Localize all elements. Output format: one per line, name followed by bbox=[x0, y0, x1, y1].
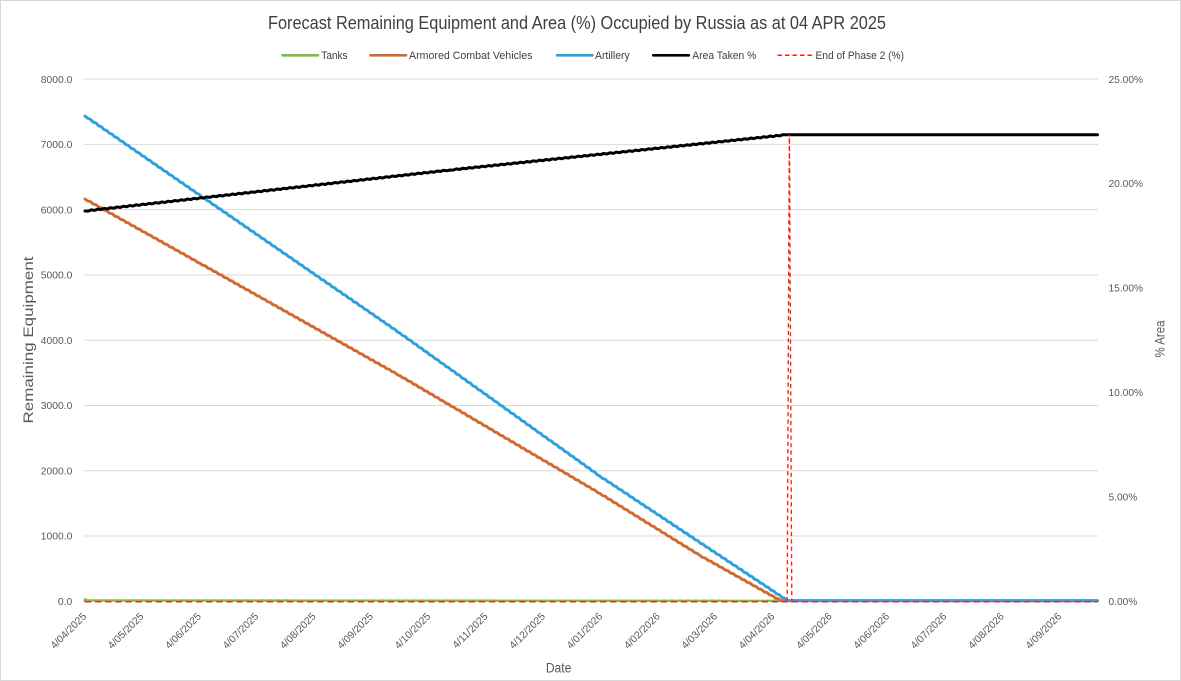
svg-text:3000.0: 3000.0 bbox=[41, 401, 73, 412]
svg-text:0.0: 0.0 bbox=[58, 597, 73, 608]
svg-text:8000.0: 8000.0 bbox=[41, 75, 73, 86]
svg-text:1000.0: 1000.0 bbox=[41, 532, 73, 543]
svg-text:15.00%: 15.00% bbox=[1109, 284, 1144, 295]
svg-text:Armored Combat Vehicles: Armored Combat Vehicles bbox=[409, 50, 533, 62]
svg-text:Artillery: Artillery bbox=[595, 50, 630, 62]
svg-text:5000.0: 5000.0 bbox=[41, 271, 73, 282]
svg-text:2000.0: 2000.0 bbox=[41, 466, 73, 477]
svg-text:Tanks: Tanks bbox=[321, 50, 348, 62]
svg-text:10.00%: 10.00% bbox=[1109, 388, 1144, 399]
svg-text:25.00%: 25.00% bbox=[1109, 75, 1144, 86]
svg-text:7000.0: 7000.0 bbox=[41, 140, 73, 151]
svg-text:Area Taken %: Area Taken % bbox=[692, 50, 756, 62]
svg-text:Date: Date bbox=[546, 660, 572, 676]
svg-text:20.00%: 20.00% bbox=[1109, 179, 1144, 190]
svg-text:6000.0: 6000.0 bbox=[41, 205, 73, 216]
svg-text:4000.0: 4000.0 bbox=[41, 336, 73, 347]
svg-text:End of Phase 2 (%): End of Phase 2 (%) bbox=[816, 50, 905, 62]
svg-text:% Area: % Area bbox=[1152, 320, 1168, 357]
svg-text:0.00%: 0.00% bbox=[1109, 597, 1138, 608]
svg-text:5.00%: 5.00% bbox=[1109, 493, 1138, 504]
svg-text:Remaining Equipment: Remaining Equipment bbox=[20, 256, 36, 423]
svg-text:Forecast Remaining Equipment a: Forecast Remaining Equipment and Area (%… bbox=[268, 13, 886, 33]
